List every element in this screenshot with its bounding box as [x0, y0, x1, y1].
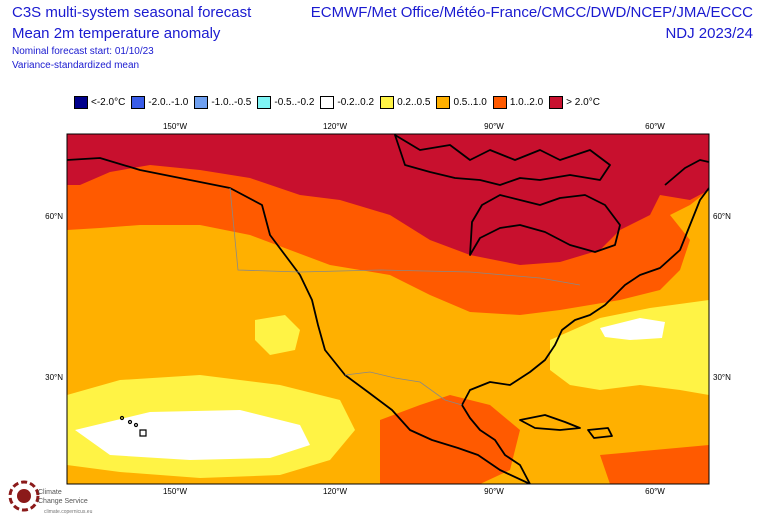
us-mexico-border: [344, 371, 463, 406]
legend-item: -0.5..-0.2: [257, 95, 315, 109]
arctic-archipelago: [394, 134, 611, 186]
legend-swatch: [380, 95, 395, 109]
lon-label-bottom: 120°W: [323, 487, 348, 496]
field-neutral-pacific: [75, 410, 310, 460]
field-0.2-0.5-atlantic: [550, 300, 709, 395]
hawaii-islands: [119, 415, 147, 437]
pacific-coastline: [67, 157, 531, 484]
greenland-coast: [664, 159, 709, 186]
legend-item: 1.0..2.0: [492, 95, 544, 109]
field-1.0-2.0-south-east: [600, 445, 709, 484]
legend-label: -0.2..0.2: [337, 96, 375, 108]
logo-name-2: Change Service: [38, 498, 88, 505]
logo-name-1: Climate: [38, 489, 62, 496]
lon-label-top: 60°W: [645, 122, 665, 131]
legend-swatch: [549, 95, 564, 109]
logo-emblem-center: [17, 489, 31, 503]
legend-swatch: [194, 95, 209, 109]
field-0.2-0.5-west: [255, 315, 300, 355]
legend-item: -2.0..-1.0: [131, 95, 189, 109]
legend-label: > 2.0°C: [566, 96, 600, 108]
legend-item: > 2.0°C: [549, 95, 600, 109]
legend-item: <-2.0°C: [74, 95, 126, 109]
legend-item: -0.2..0.2: [320, 95, 375, 109]
logo-url: climate.copernicus.eu: [44, 509, 93, 515]
lon-label-bottom: 60°W: [645, 487, 665, 496]
color-legend: <-2.0°C -2.0..-1.0 -1.0..-0.5 -0.5..-0.2…: [74, 94, 606, 110]
coastlines: [67, 134, 709, 484]
lat-label-left: 60°N: [45, 212, 63, 221]
legend-swatch: [320, 95, 335, 109]
hudson-bay: [469, 194, 621, 256]
map-frame: [66, 133, 710, 485]
cuba: [519, 414, 581, 431]
legend-label: -1.0..-0.5: [211, 96, 252, 108]
variance-note: Variance-standardized mean: [12, 60, 140, 71]
logo-text: Climate Change Service: [38, 488, 88, 506]
legend-swatch: [492, 95, 507, 109]
field-above-2.0: [67, 134, 709, 265]
legend-label: 0.2..0.5: [397, 96, 431, 108]
legend-label: <-2.0°C: [91, 96, 126, 108]
lon-label-bottom: 150°W: [163, 487, 188, 496]
borders: [229, 187, 581, 406]
logo-emblem: [8, 480, 40, 512]
lat-label-right: 30°N: [713, 373, 731, 382]
field-neutral-atlantic: [600, 318, 665, 340]
legend-item: 0.5..1.0: [436, 95, 487, 109]
legend-label: -2.0..-1.0: [148, 96, 189, 108]
lon-label-bottom: 90°W: [484, 487, 504, 496]
lat-label-right: 60°N: [713, 212, 731, 221]
copernicus-logo: [8, 480, 40, 512]
systems-list: ECMWF/Met Office/Météo-France/CMCC/DWD/N…: [310, 4, 753, 21]
hispaniola: [587, 427, 613, 439]
lon-label-top: 90°W: [484, 122, 504, 131]
legend-label: 0.5..1.0: [453, 96, 487, 108]
lat-label-left: 30°N: [45, 373, 63, 382]
legend-swatch: [131, 95, 146, 109]
forecast-start: Nominal forecast start: 01/10/23: [12, 46, 154, 57]
legend-label: 1.0..2.0: [509, 96, 544, 108]
lon-label-top: 120°W: [323, 122, 348, 131]
us-canada-border: [229, 187, 581, 286]
legend-swatch: [74, 95, 88, 109]
field-1.0-2.0-central-america: [380, 395, 520, 484]
atlantic-coastline: [461, 187, 709, 484]
title-line-2: Mean 2m temperature anomaly: [12, 25, 221, 42]
legend-swatch: [436, 95, 451, 109]
lon-label-top: 150°W: [163, 122, 188, 131]
map-field: [67, 134, 709, 484]
legend-item: 0.2..0.5: [380, 95, 431, 109]
legend-item: -1.0..-0.5: [194, 95, 252, 109]
legend-label: -0.5..-0.2: [274, 96, 315, 108]
forecast-period: NDJ 2023/24: [665, 25, 753, 42]
legend-swatch: [257, 95, 272, 109]
title-line-1: C3S multi-system seasonal forecast: [12, 4, 252, 21]
